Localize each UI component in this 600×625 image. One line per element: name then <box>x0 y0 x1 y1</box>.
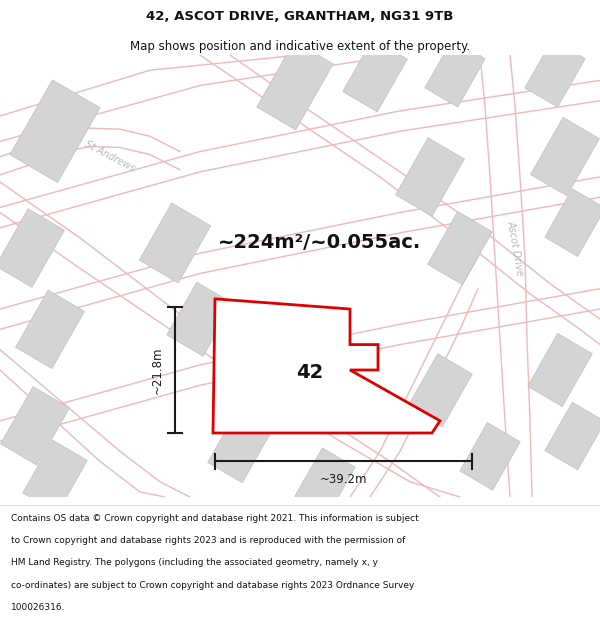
Polygon shape <box>0 209 64 288</box>
Polygon shape <box>425 39 485 107</box>
Polygon shape <box>428 211 493 284</box>
Polygon shape <box>139 203 211 283</box>
Text: ~224m²/~0.055ac.: ~224m²/~0.055ac. <box>218 234 422 253</box>
Text: to Crown copyright and database rights 2023 and is reproduced with the permissio: to Crown copyright and database rights 2… <box>11 536 405 545</box>
Text: ~39.2m: ~39.2m <box>320 473 367 486</box>
Polygon shape <box>545 402 600 470</box>
Polygon shape <box>10 80 100 182</box>
Polygon shape <box>395 138 464 216</box>
Polygon shape <box>257 41 333 130</box>
Polygon shape <box>343 39 407 112</box>
Text: 42: 42 <box>296 362 323 381</box>
Text: Ascot Drive: Ascot Drive <box>505 219 525 276</box>
Polygon shape <box>407 354 472 427</box>
Polygon shape <box>295 448 355 516</box>
Polygon shape <box>527 333 592 406</box>
Polygon shape <box>545 189 600 256</box>
Polygon shape <box>530 118 599 196</box>
Text: St Andrews: St Andrews <box>83 139 137 174</box>
Polygon shape <box>167 282 233 356</box>
Text: 100026316.: 100026316. <box>11 603 65 612</box>
Text: HM Land Registry. The polygons (including the associated geometry, namely x, y: HM Land Registry. The polygons (includin… <box>11 559 378 568</box>
Text: ~21.8m: ~21.8m <box>151 346 163 394</box>
Polygon shape <box>16 290 85 369</box>
Text: Map shows position and indicative extent of the property.: Map shows position and indicative extent… <box>130 39 470 52</box>
Polygon shape <box>525 39 585 107</box>
Polygon shape <box>208 409 272 482</box>
Text: Contains OS data © Crown copyright and database right 2021. This information is : Contains OS data © Crown copyright and d… <box>11 514 419 522</box>
Polygon shape <box>460 422 520 490</box>
Polygon shape <box>23 440 88 513</box>
Polygon shape <box>1 387 70 465</box>
Text: 42, ASCOT DRIVE, GRANTHAM, NG31 9TB: 42, ASCOT DRIVE, GRANTHAM, NG31 9TB <box>146 10 454 23</box>
Text: co-ordinates) are subject to Crown copyright and database rights 2023 Ordnance S: co-ordinates) are subject to Crown copyr… <box>11 581 414 590</box>
Polygon shape <box>213 299 440 433</box>
